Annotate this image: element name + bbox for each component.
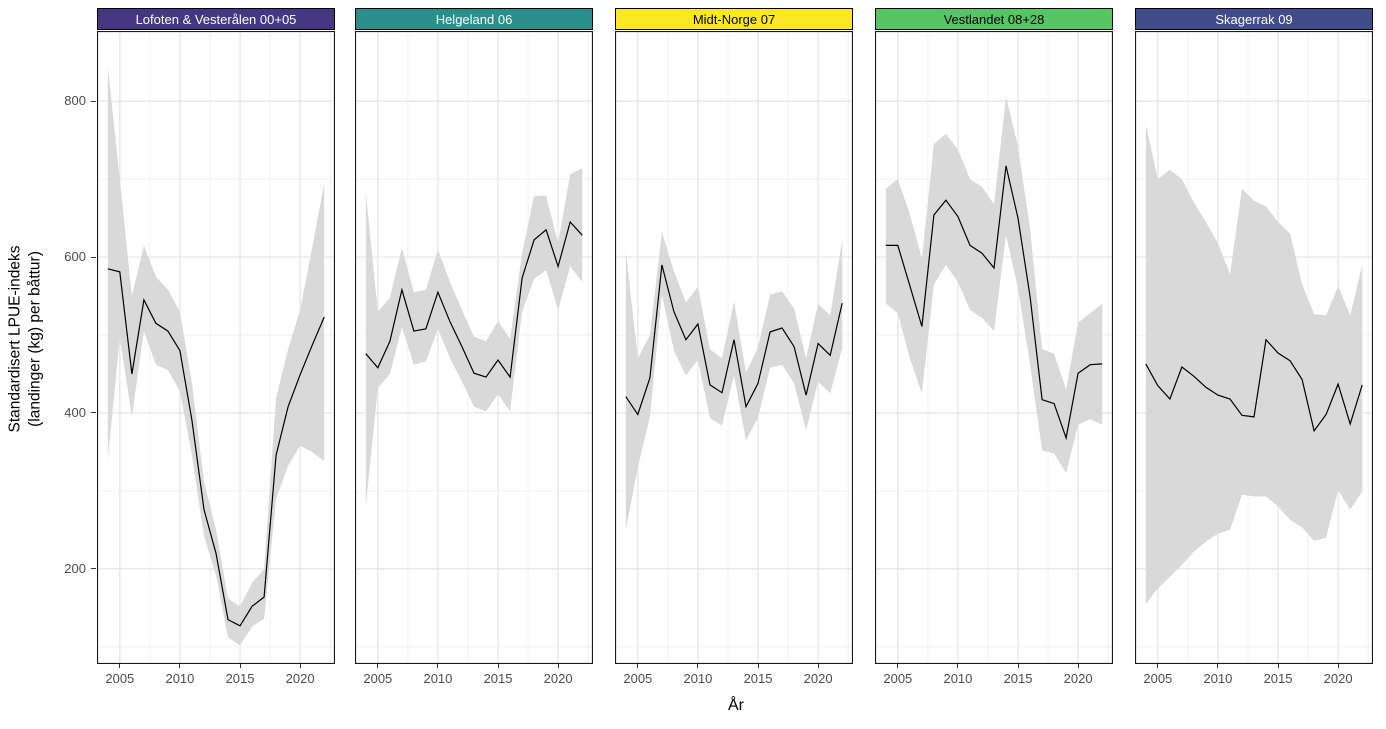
x-tick-mark xyxy=(957,664,959,668)
facet-strip: Midt-Norge 07 xyxy=(615,8,853,30)
x-tick-label: 2005 xyxy=(363,671,393,686)
plot-svg xyxy=(355,31,593,664)
plot-panel xyxy=(615,31,853,664)
y-tick-label: 200 xyxy=(64,560,86,576)
plot-panel xyxy=(355,31,593,664)
plot-svg xyxy=(97,31,335,664)
y-tick-mark xyxy=(91,256,96,258)
x-tick-label: 2005 xyxy=(883,671,913,686)
plot-svg xyxy=(875,31,1113,664)
x-tick-label: 2020 xyxy=(543,671,573,686)
x-tick-label: 2020 xyxy=(1323,671,1353,686)
y-tick-mark xyxy=(91,100,96,102)
x-tick-mark xyxy=(179,664,181,668)
x-tick-mark xyxy=(1077,664,1079,668)
y-axis-title: Standardisert LPUE-indeks (landinger (kg… xyxy=(6,23,48,656)
confidence-ribbon xyxy=(1145,124,1363,604)
facet-strip: Vestlandet 08+28 xyxy=(875,8,1113,30)
x-tick-mark xyxy=(437,664,439,668)
plot-svg xyxy=(615,31,853,664)
strip-label: Lofoten & Vesterålen 00+05 xyxy=(135,11,297,27)
panel-border xyxy=(355,31,593,664)
x-tick-mark xyxy=(1337,664,1339,668)
x-tick-mark xyxy=(1217,664,1219,668)
panel-border xyxy=(1135,31,1373,664)
y-tick-label: 400 xyxy=(64,404,86,420)
plot-panel xyxy=(875,31,1113,664)
x-tick-mark xyxy=(637,664,639,668)
x-tick-label: 2015 xyxy=(225,671,255,686)
x-tick-label: 2010 xyxy=(943,671,973,686)
x-tick-label: 2020 xyxy=(285,671,315,686)
x-tick-mark xyxy=(817,664,819,668)
y-tick-mark xyxy=(91,568,96,570)
lpue-index-line xyxy=(625,264,843,416)
x-tick-label: 2015 xyxy=(743,671,773,686)
facet-strip: Lofoten & Vesterålen 00+05 xyxy=(97,8,335,30)
x-tick-label: 2015 xyxy=(483,671,513,686)
y-axis-title-line1: Standardisert LPUE-indeks xyxy=(6,245,24,433)
panel-border xyxy=(97,31,335,664)
plot-panel xyxy=(97,31,335,664)
x-tick-label: 2010 xyxy=(165,671,195,686)
confidence-ribbon xyxy=(365,168,583,507)
confidence-ribbon xyxy=(625,232,843,530)
x-tick-label: 2020 xyxy=(803,671,833,686)
x-tick-label: 2005 xyxy=(1143,671,1173,686)
panel-border xyxy=(875,31,1113,664)
plot-panel xyxy=(1135,31,1373,664)
x-tick-label: 2005 xyxy=(105,671,135,686)
x-tick-label: 2015 xyxy=(1263,671,1293,686)
lpue-index-line xyxy=(1145,338,1363,433)
x-tick-mark xyxy=(1277,664,1279,668)
x-tick-mark xyxy=(239,664,241,668)
x-tick-mark xyxy=(757,664,759,668)
lpue-index-line xyxy=(885,165,1103,441)
plot-svg xyxy=(1135,31,1373,664)
strip-label: Helgeland 06 xyxy=(435,11,513,27)
x-tick-mark xyxy=(557,664,559,668)
y-axis-title-line2: (landinger (kg) per båttur) xyxy=(26,251,44,427)
x-axis-title: År xyxy=(728,697,744,714)
lpue-index-line xyxy=(365,220,583,379)
x-tick-mark xyxy=(697,664,699,668)
x-tick-label: 2020 xyxy=(1063,671,1093,686)
x-tick-mark xyxy=(497,664,499,668)
x-tick-label: 2010 xyxy=(1203,671,1233,686)
confidence-ribbon xyxy=(107,66,325,646)
strip-label: Skagerrak 09 xyxy=(1215,11,1293,27)
x-tick-mark xyxy=(1017,664,1019,668)
facet-strip: Helgeland 06 xyxy=(355,8,593,30)
x-tick-mark xyxy=(897,664,899,668)
strip-label: Midt-Norge 07 xyxy=(692,11,776,27)
x-tick-label: 2010 xyxy=(683,671,713,686)
lpue-index-line xyxy=(107,268,325,627)
strip-label: Vestlandet 08+28 xyxy=(943,11,1045,27)
y-tick-label: 800 xyxy=(64,93,86,109)
y-tick-mark xyxy=(91,412,96,414)
facet-strip: Skagerrak 09 xyxy=(1135,8,1373,30)
x-tick-mark xyxy=(1157,664,1159,668)
x-tick-label: 2005 xyxy=(623,671,653,686)
x-tick-label: 2015 xyxy=(1003,671,1033,686)
x-tick-label: 2010 xyxy=(423,671,453,686)
x-tick-mark xyxy=(119,664,121,668)
x-tick-mark xyxy=(377,664,379,668)
confidence-ribbon xyxy=(885,96,1103,473)
y-tick-label: 600 xyxy=(64,249,86,265)
x-tick-mark xyxy=(299,664,301,668)
panel-border xyxy=(615,31,853,664)
